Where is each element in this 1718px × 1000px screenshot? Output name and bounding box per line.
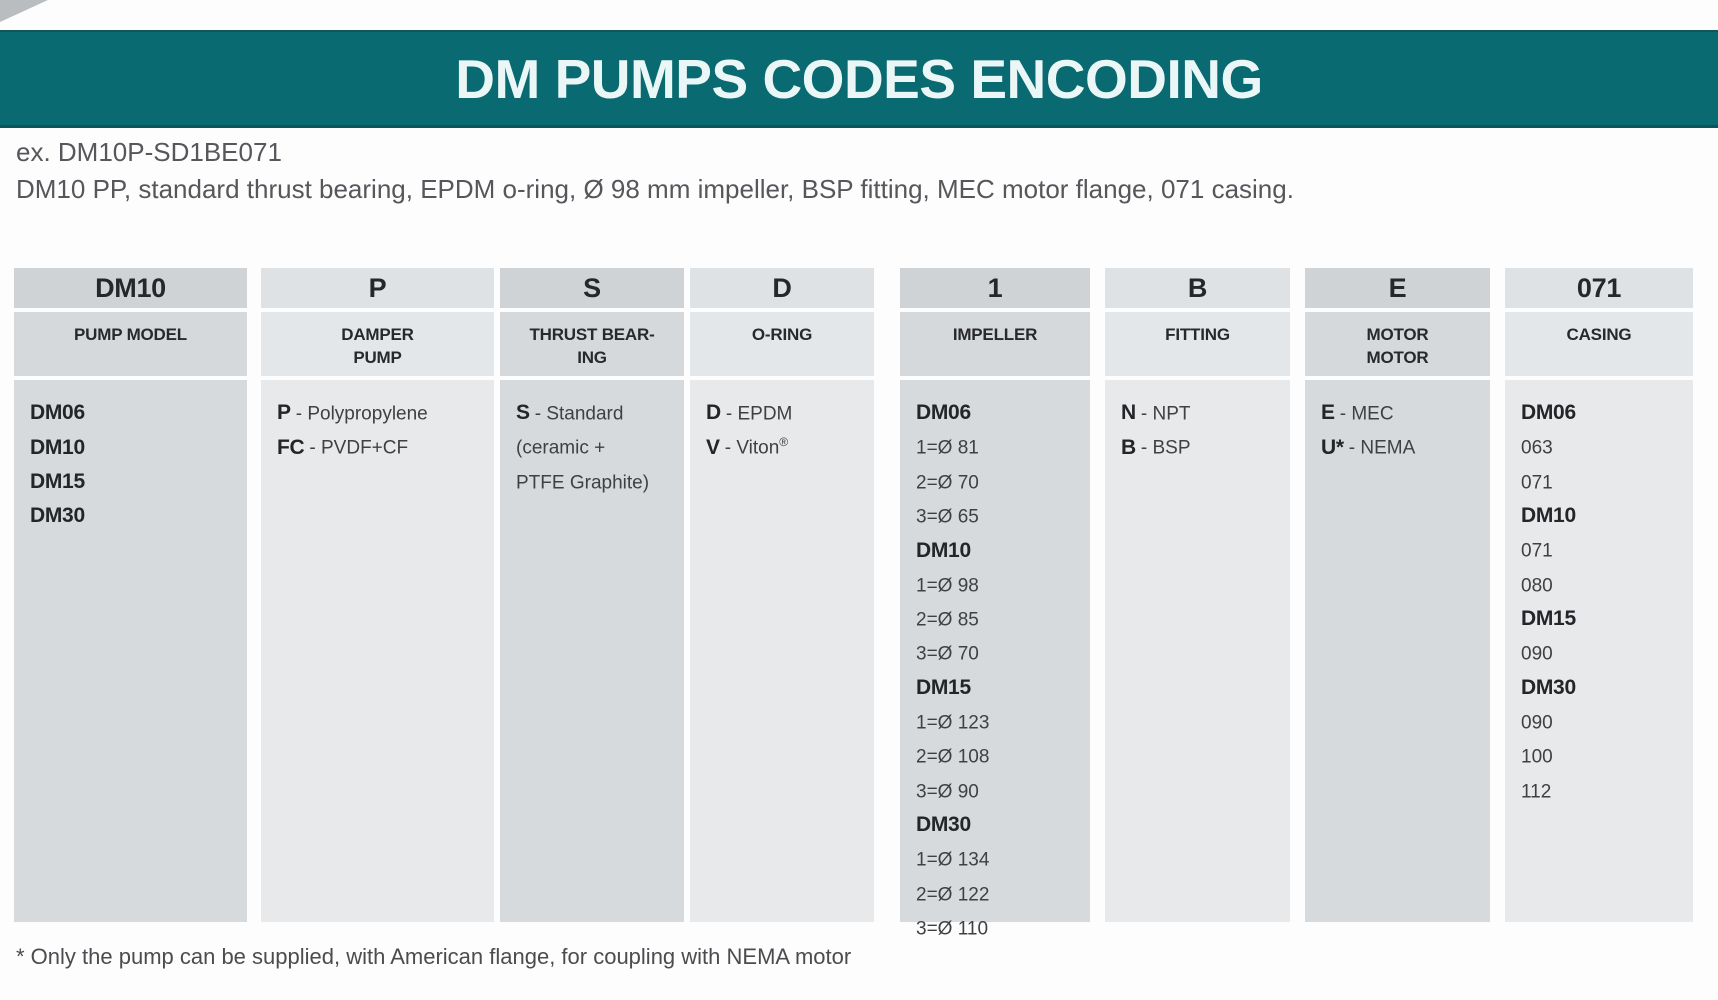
- value-line: V- Viton®: [706, 435, 789, 459]
- value-line: (ceramic +: [516, 437, 606, 459]
- value-line: DM15: [916, 675, 971, 699]
- value-line: 071: [1521, 540, 1553, 562]
- value-line: 063: [1521, 437, 1553, 459]
- value-line: S- Standard: [516, 401, 624, 425]
- label-cell: O-RING: [690, 312, 874, 376]
- label-cell: FITTING: [1105, 312, 1290, 376]
- column-fitting: B FITTING N- NPT B - BSP: [1105, 268, 1290, 922]
- example-code-block: ex. DM10P-SD1BE071 DM10 PP, standard thr…: [16, 134, 1294, 208]
- column-damper-pump: P DAMPER PUMP P- Polypropylene FC - PVDF+C…: [261, 268, 494, 922]
- label-cell: PUMP MODEL: [14, 312, 247, 376]
- value-line: DM10: [916, 538, 971, 562]
- value-line: DM10: [30, 435, 85, 459]
- label-line: MOTOR: [1366, 348, 1429, 367]
- code-cell: E: [1305, 268, 1490, 308]
- value-line: 2=Ø 122: [916, 883, 990, 905]
- value-line: DM06: [1521, 401, 1576, 425]
- value-line: 3=Ø 70: [916, 643, 979, 665]
- value-line: 1=Ø 98: [916, 574, 979, 596]
- value-line: 2=Ø 70: [916, 471, 979, 493]
- label-cell: DAMPER PUMP: [261, 312, 494, 376]
- values-cell: DM06 1=Ø 81 2=Ø 70 3=Ø 65 DM10 1=Ø 98 2=Ø 85 3=…: [900, 380, 1090, 939]
- values-cell: P- Polypropylene FC - PVDF+CF: [261, 380, 494, 922]
- label-line: IMPELLER: [952, 325, 1038, 344]
- value-line: DM06: [30, 401, 85, 425]
- label-line: FITTING: [1165, 325, 1230, 344]
- label-line: PUMP: [353, 348, 402, 367]
- value-line: DM30: [916, 813, 971, 837]
- value-line: 090: [1521, 712, 1553, 734]
- example-description: DM10 PP, standard thrust bearing, EPDM o…: [16, 174, 1294, 204]
- column-o-ring: D O-RING D- EPDM V - Viton®: [690, 268, 874, 922]
- code-cell: DM10: [14, 268, 247, 308]
- value-line: PTFE Graphite): [516, 471, 650, 493]
- value-line: DM30: [30, 504, 85, 528]
- value-line: 080: [1521, 574, 1553, 596]
- value-line: N- NPT: [1121, 401, 1191, 425]
- value-line: FC - PVDF+CF: [277, 435, 409, 459]
- label-cell: MOTOR MOTOR: [1305, 312, 1490, 376]
- value-line: B- BSP: [1121, 435, 1191, 459]
- footnote: * Only the pump can be supplied, with Am…: [16, 944, 852, 969]
- values-cell: N- NPT B - BSP: [1105, 380, 1290, 922]
- column-impeller: 1 IMPELLER DM06 1=Ø 81 2=Ø 70 3=Ø 65 DM10 1=Ø…: [900, 268, 1090, 939]
- column-casing: 071 CASING DM06 063 071 DM10 071 080 DM15 090 DM…: [1505, 268, 1693, 922]
- label-line: MOTOR: [1366, 325, 1429, 344]
- value-line: 1=Ø 134: [916, 849, 990, 871]
- code-cell: B: [1105, 268, 1290, 308]
- values-cell: D- EPDM V - Viton®: [690, 380, 874, 922]
- label-cell: THRUST BEAR- ING: [500, 312, 684, 376]
- value-line: U* - NEMA: [1321, 435, 1416, 459]
- value-line: DM15: [1521, 607, 1576, 631]
- label-cell: CASING: [1505, 312, 1693, 376]
- code-cell: D: [690, 268, 874, 308]
- value-line: 071: [1521, 471, 1553, 493]
- value-line: 3=Ø 90: [916, 780, 979, 802]
- label-line: CASING: [1566, 325, 1632, 344]
- code-cell: S: [500, 268, 684, 308]
- column-motor-flange: E MOTOR MOTOR E- MEC U* - NEMA: [1305, 268, 1490, 922]
- code-cell: 1: [900, 268, 1090, 308]
- value-line: 090: [1521, 643, 1553, 665]
- value-line: 2=Ø 85: [916, 609, 979, 631]
- values-cell: S- Standard (ceramic + PTFE Graphite): [500, 380, 684, 922]
- page-title: DM PUMPS CODES ENCODING: [455, 47, 1263, 110]
- label-line: ING: [577, 348, 607, 367]
- value-line: 100: [1521, 746, 1553, 768]
- value-line: 3=Ø 65: [916, 506, 979, 528]
- label-line: DAMPER: [341, 325, 414, 344]
- corner-decoration-icon: [0, 0, 48, 22]
- value-line: DM15: [30, 469, 85, 493]
- example-code: ex. DM10P-SD1BE071: [16, 137, 282, 167]
- label-cell: IMPELLER: [900, 312, 1090, 376]
- value-line: P- Polypropylene: [277, 401, 428, 425]
- code-cell: P: [261, 268, 494, 308]
- value-line: 3=Ø 110: [916, 918, 989, 940]
- value-line: 2=Ø 108: [916, 746, 990, 768]
- value-line: DM10: [1521, 504, 1576, 528]
- label-line: O-RING: [751, 325, 813, 344]
- label-line: THRUST BEAR-: [529, 325, 655, 344]
- value-line: DM06: [916, 401, 971, 425]
- value-line: 1=Ø 81: [916, 437, 979, 459]
- values-cell: DM06 DM10 DM15 DM30: [14, 380, 247, 922]
- codes-table: DM10 PUMP MODEL DM06 DM10 DM15 DM30 P DAMPE…: [14, 268, 1693, 939]
- title-banner: DM PUMPS CODES ENCODING: [0, 30, 1718, 128]
- value-line: D- EPDM: [706, 401, 793, 425]
- value-line: DM30: [1521, 675, 1576, 699]
- value-line: 112: [1521, 780, 1552, 802]
- values-cell: DM06 063 071 DM10 071 080 DM15 090 DM30 090 100 112: [1505, 380, 1693, 922]
- label-line: PUMP MODEL: [74, 325, 187, 344]
- column-thrust-bearing: S THRUST BEAR- ING S- Standard (ceramic +…: [500, 268, 684, 922]
- code-cell: 071: [1505, 268, 1693, 308]
- column-pump-model: DM10 PUMP MODEL DM06 DM10 DM15 DM30: [14, 268, 247, 922]
- value-line: 1=Ø 123: [916, 712, 990, 734]
- value-line: E- MEC: [1321, 401, 1394, 425]
- values-cell: E- MEC U* - NEMA: [1305, 380, 1490, 922]
